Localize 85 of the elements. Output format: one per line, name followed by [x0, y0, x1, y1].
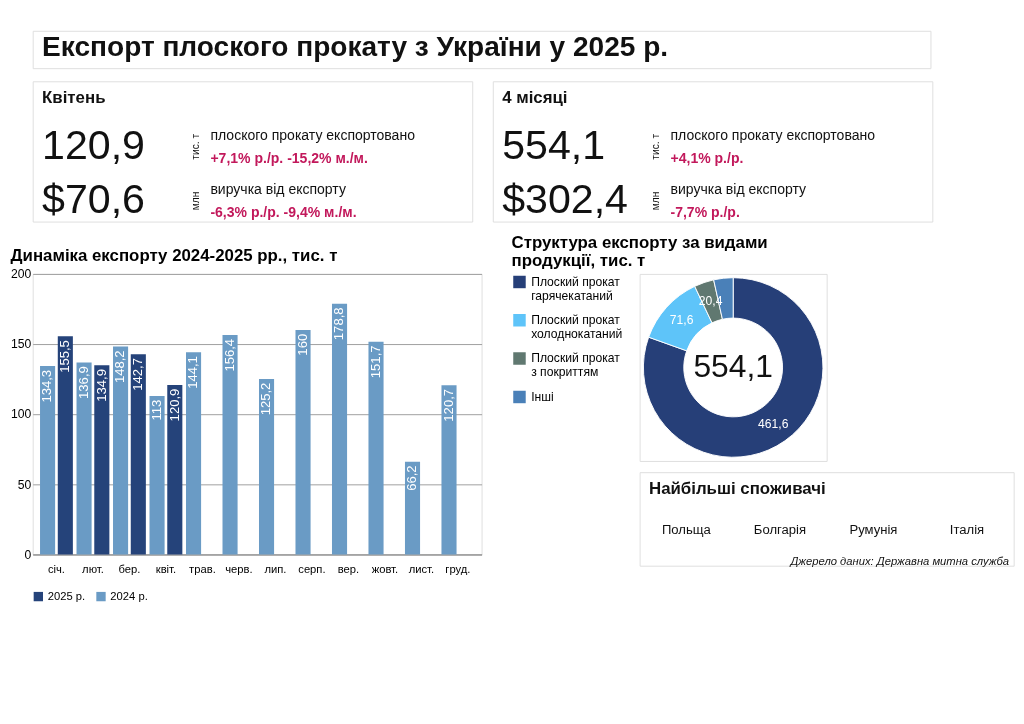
bar [130, 354, 146, 555]
legend-label: Плоский прокат холоднокатаний [531, 312, 623, 342]
text: Джерело даних: Державна митна служба [788, 554, 1010, 567]
x-tick-label: січ. [47, 562, 65, 575]
text: -6,3% р./р. -9,4% м./м. [210, 203, 357, 220]
data-label: 151,7 [367, 345, 383, 379]
data-label: 144,1 [185, 356, 201, 389]
bar [222, 335, 238, 555]
data-label: 148,2 [112, 350, 128, 384]
text: Експорт плоского прокату з України у 2025 р. [42, 31, 669, 63]
data-label: 134,3 [39, 369, 55, 403]
bar [57, 336, 73, 555]
text: Румунія [849, 521, 898, 537]
bar [258, 378, 275, 555]
data-label: 71,6 [669, 313, 694, 328]
y-tick-label: 200 [11, 267, 32, 282]
x-tick-label: лют. [82, 562, 104, 575]
bar [186, 352, 202, 555]
data-label: 461,6 [758, 417, 789, 432]
text: +4,1% р./р. [670, 149, 744, 166]
legend-label: 2024 р. [110, 590, 148, 603]
bar [94, 365, 110, 555]
chart-title: Структура експорту за видами продукції, тис. т [511, 232, 768, 271]
x-tick-label: бер. [118, 562, 141, 575]
bar [295, 330, 311, 555]
text: 554,1 [693, 347, 773, 384]
text: $70,6 [42, 176, 145, 223]
y-tick-label: 0 [24, 547, 32, 562]
x-tick-label: квіт. [155, 562, 177, 575]
data-label: 142,7 [130, 358, 146, 391]
data-label: 113 [148, 399, 164, 421]
bar [40, 366, 56, 555]
data-label: 134,9 [93, 369, 109, 402]
data-label: 125,2 [258, 382, 274, 416]
y-tick-label: 150 [11, 337, 32, 352]
data-label: 120,7 [440, 388, 456, 422]
data-label: 178,8 [331, 307, 347, 341]
x-tick-label: трав. [189, 562, 216, 575]
text: виручка від експорту [670, 181, 807, 198]
text: +7,1% р./р. -15,2% м./м. [210, 149, 368, 166]
text: 4 місяці [502, 87, 568, 107]
data-label: 160 [294, 333, 310, 356]
x-tick-label: груд. [445, 562, 471, 575]
text: 120,9 [42, 121, 145, 168]
text: -7,7% р./р. [670, 203, 740, 220]
text: Болгарія [753, 521, 807, 537]
text: виручка від експорту [210, 181, 346, 198]
bar [331, 303, 348, 555]
x-tick-label: жовт. [371, 562, 399, 575]
legend-label: Плоский прокат гарячекатаний [531, 274, 621, 303]
text: Найбільші споживачі [649, 478, 826, 498]
legend-label: Плоский прокат з покриттям [531, 351, 621, 380]
bar [441, 385, 457, 555]
text: Квітень [42, 87, 106, 107]
text: млн [190, 191, 202, 211]
data-label: 120,9 [166, 388, 182, 422]
text: плоского прокату експортовано [210, 127, 416, 144]
y-tick-label: 50 [17, 477, 32, 492]
chart-title: Динаміка експорту 2024-2025 рр., тис. т [10, 245, 338, 265]
text: плоского прокату експортовано [670, 127, 876, 144]
x-tick-label: черв. [225, 562, 253, 575]
legend-label: 2025 р. [47, 590, 86, 603]
bar [76, 362, 92, 555]
text: 554,1 [502, 121, 606, 168]
x-tick-label: вер. [337, 562, 360, 575]
donut-slice [643, 277, 824, 458]
bar [149, 395, 165, 555]
data-label: 156,4 [221, 338, 237, 372]
data-label: 155,5 [57, 340, 73, 373]
text: тис. т [650, 133, 662, 160]
text: $302,4 [502, 176, 628, 223]
text: Італія [949, 521, 985, 537]
bar [113, 346, 129, 555]
text: Польща [661, 521, 712, 537]
legend-label: Інші [531, 389, 554, 404]
x-tick-label: серп. [298, 562, 326, 575]
bar [368, 341, 384, 555]
bar [167, 384, 183, 555]
x-tick-label: лип. [264, 562, 287, 575]
text: тис. т [190, 133, 202, 160]
text: млн [650, 191, 662, 211]
data-label: 136,9 [75, 366, 91, 399]
y-tick-label: 100 [11, 407, 32, 422]
x-tick-label: лист. [408, 562, 435, 575]
data-label: 66,2 [404, 465, 420, 491]
